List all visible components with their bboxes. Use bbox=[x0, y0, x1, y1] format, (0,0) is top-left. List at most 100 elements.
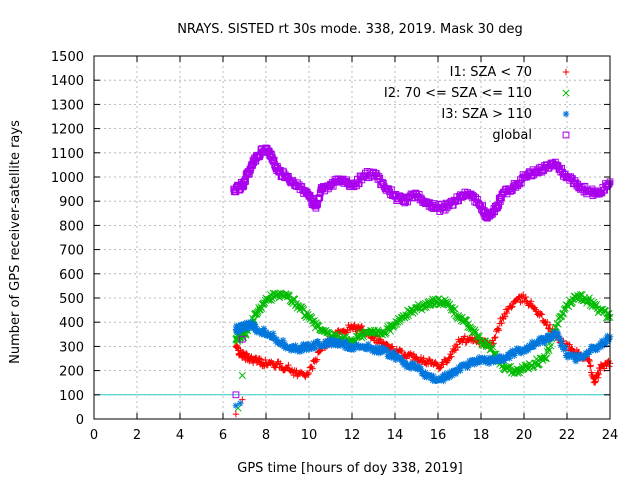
y-tick-label: 900 bbox=[59, 195, 84, 210]
data-point-fill bbox=[542, 354, 550, 362]
data-point-fill bbox=[293, 179, 301, 187]
data-point-fill bbox=[605, 180, 613, 188]
data-point-fill bbox=[245, 170, 253, 178]
data-point-fill bbox=[309, 317, 317, 325]
data-point-fill bbox=[507, 362, 515, 370]
data-point-fill bbox=[379, 178, 386, 186]
data-point-fill bbox=[492, 334, 499, 341]
data-point-fill bbox=[422, 303, 430, 312]
data-point-fill bbox=[440, 361, 447, 368]
data-point-fill bbox=[585, 356, 593, 363]
x-tick-label: 20 bbox=[516, 428, 533, 443]
data-point-fill bbox=[506, 355, 513, 362]
data-point-fill bbox=[558, 338, 565, 345]
y-tick-label: 1100 bbox=[51, 147, 84, 162]
axis-ticks: 0 2 4 6 8 10 12 14 16 18 20 22 240100200300400500600… bbox=[51, 50, 618, 443]
chart-title: NRAYS. SISTED rt 30s mode. 338, 2019. Ma… bbox=[177, 22, 523, 37]
data-point-fill bbox=[262, 356, 269, 364]
x-tick-label: 8 bbox=[262, 428, 270, 443]
data-point-fill bbox=[503, 309, 511, 317]
x-tick-label: 0 bbox=[90, 428, 98, 443]
y-tick-label: 300 bbox=[59, 340, 84, 355]
data-point bbox=[305, 369, 313, 377]
data-point-fill bbox=[383, 324, 391, 333]
data-point-fill bbox=[269, 330, 277, 337]
y-tick-label: 100 bbox=[59, 389, 84, 404]
early-data-point bbox=[232, 410, 240, 418]
data-point-fill bbox=[587, 362, 594, 369]
data-point-fill bbox=[390, 348, 398, 356]
data-point-fill bbox=[498, 319, 505, 327]
data-point-fill bbox=[473, 332, 481, 340]
legend-marker bbox=[562, 131, 570, 139]
data-point-fill bbox=[278, 363, 286, 371]
data-point-fill bbox=[522, 293, 529, 301]
x-tick-label: 12 bbox=[344, 428, 361, 443]
data-point-fill bbox=[515, 294, 522, 301]
legend-label: I1: SZA < 70 bbox=[450, 65, 532, 80]
data-point-fill bbox=[597, 366, 604, 374]
data-point-fill bbox=[245, 170, 253, 178]
x-tick-label: 6 bbox=[219, 428, 227, 443]
data-point-fill bbox=[242, 331, 250, 339]
data-point-fill bbox=[508, 304, 515, 311]
x-tick-label: 18 bbox=[473, 428, 490, 443]
data-point-fill bbox=[350, 322, 357, 330]
y-tick-label: 500 bbox=[59, 292, 84, 307]
data-point-fill bbox=[544, 324, 552, 332]
data-point-fill bbox=[437, 364, 444, 371]
data-point-fill bbox=[309, 365, 316, 372]
data-point-fill bbox=[471, 326, 479, 334]
x-tick-label: 10 bbox=[301, 428, 318, 443]
data-point-fill bbox=[594, 374, 602, 381]
data-point-fill bbox=[257, 356, 265, 363]
y-tick-label: 1400 bbox=[51, 74, 84, 89]
x-axis-label: GPS time [hours of doy 338, 2019] bbox=[237, 461, 462, 476]
data-point-fill bbox=[474, 196, 481, 203]
data-point-fill bbox=[256, 355, 263, 362]
early-data-point bbox=[232, 391, 240, 399]
data-point-fill bbox=[496, 198, 504, 205]
y-tick-label: 1300 bbox=[51, 98, 84, 113]
data-point-fill bbox=[312, 345, 319, 352]
y-tick-label: 600 bbox=[59, 268, 84, 283]
legend-marker bbox=[562, 68, 570, 76]
data-point-fill bbox=[314, 195, 322, 203]
y-axis-label: Number of GPS receiver-satellite rays bbox=[8, 120, 23, 364]
y-tick-label: 700 bbox=[59, 244, 84, 259]
data-point-fill bbox=[316, 194, 324, 202]
data-point bbox=[499, 314, 506, 321]
data-point-fill bbox=[351, 321, 358, 329]
data-point-fill bbox=[591, 300, 599, 308]
x-tick-label: 24 bbox=[602, 428, 619, 443]
y-tick-label: 1000 bbox=[51, 171, 84, 186]
legend-marker bbox=[562, 89, 570, 97]
x-tick-label: 2 bbox=[133, 428, 141, 443]
data-point-fill bbox=[425, 356, 433, 363]
data-point-fill bbox=[313, 356, 321, 363]
data-point-fill bbox=[375, 173, 383, 180]
early-data-point bbox=[238, 335, 246, 343]
data-point-fill bbox=[349, 325, 357, 332]
y-tick-label: 200 bbox=[59, 365, 84, 380]
data-point-fill bbox=[491, 334, 498, 342]
x-tick-label: 16 bbox=[430, 428, 447, 443]
data-point-fill bbox=[606, 363, 613, 370]
early-data-point bbox=[237, 400, 244, 407]
data-point-fill bbox=[495, 327, 503, 334]
data-point-fill bbox=[527, 298, 535, 305]
data-point-fill bbox=[595, 370, 602, 378]
data-point-fill bbox=[389, 343, 396, 350]
data-point-fill bbox=[501, 310, 508, 318]
data-point-fill bbox=[260, 300, 268, 308]
data-point-fill bbox=[398, 347, 406, 355]
data-point-fill bbox=[383, 340, 391, 348]
data-point-fill bbox=[432, 358, 439, 366]
data-point-fill bbox=[304, 371, 312, 378]
data-point-fill bbox=[459, 336, 467, 343]
data-point-fill bbox=[592, 378, 599, 385]
data-point-fill bbox=[544, 318, 551, 326]
series-i3-sza-110 bbox=[232, 318, 614, 385]
data-point bbox=[305, 192, 313, 200]
